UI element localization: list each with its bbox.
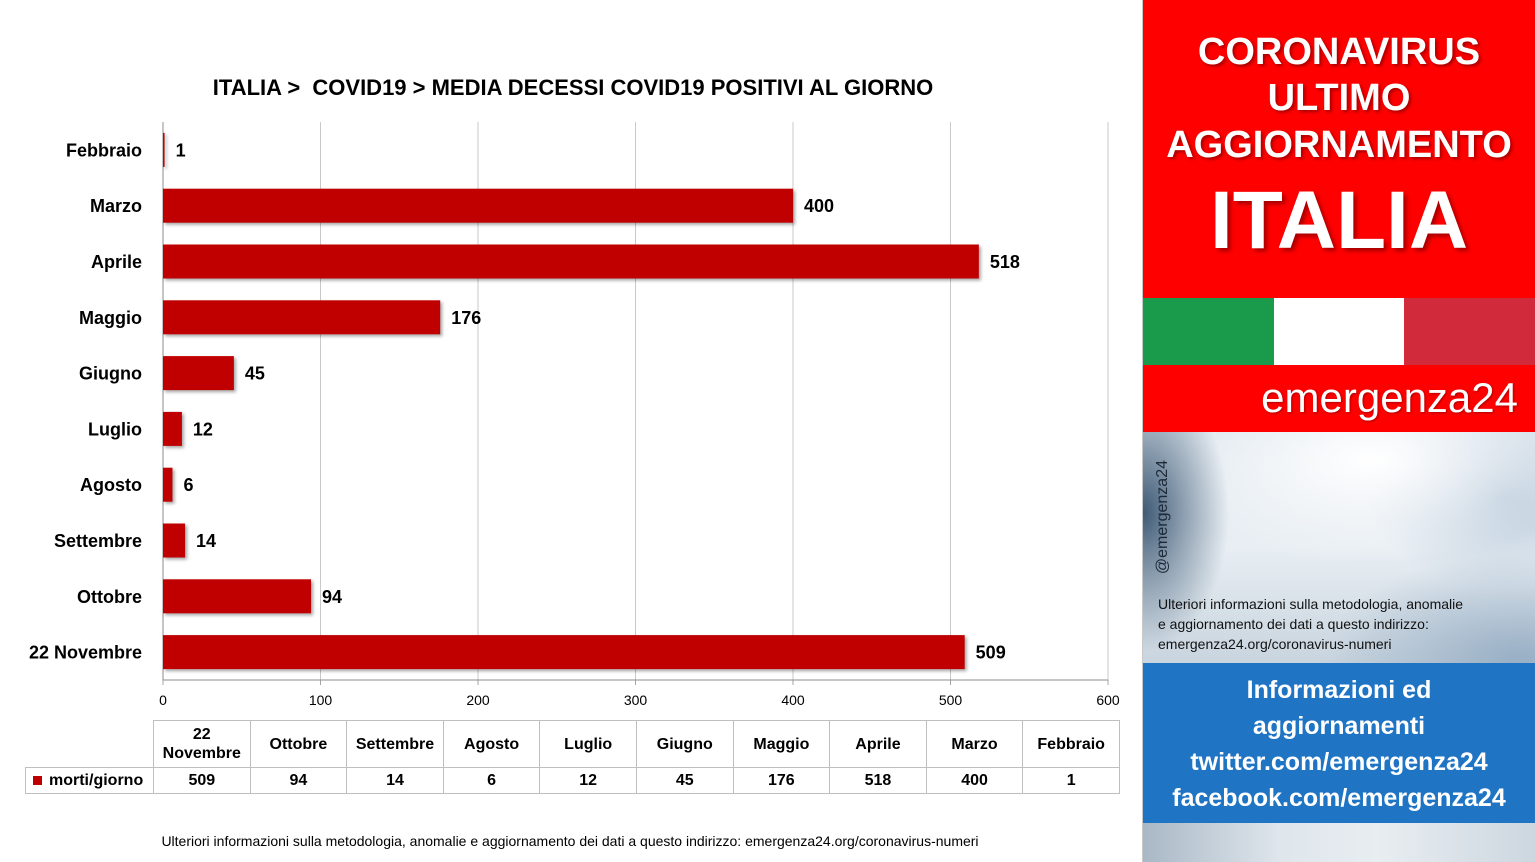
table-header-febbraio: Febbraio [1022,720,1120,768]
bar-aprile [163,244,979,279]
social-line-2: aggiornamenti [1252,712,1426,740]
headline-line-1: CORONAVIRUS [1197,31,1481,73]
bar-agosto [163,467,173,502]
plot-area: 0 100 200 300 400 500 600 22 Novembre 509 Ottobre… [29,122,1120,708]
x-tick-label-200: 200 [466,692,490,708]
legend-marker [33,776,42,785]
x-tick-label-600: 600 [1096,692,1120,708]
footer-note: Ulteriori informazioni sulla metodologia… [161,833,979,849]
table-header-maggio: Maggio [732,720,831,768]
chart-title: ITALIA > COVID19 > MEDIA DECESSI COVID19… [213,75,933,100]
bar-ottobre [163,579,312,614]
headline-line-2: ULTIMO [1267,77,1411,119]
table-header-ottobre: Ottobre [249,720,348,768]
table-value-marzo: 400 [925,767,1024,794]
italian-flag [1143,298,1535,365]
bar-maggio [163,300,441,335]
bar-giugno [163,356,234,391]
methodology-line-1: Ulteriori informazioni sulla metodologia… [1158,596,1464,612]
social-line-1: Informazioni ed [1246,676,1432,704]
table-value-luglio: 12 [539,767,637,794]
table-value-row: morti/giorno 509 94 14 6 12 45 176 518 400 1 [25,767,1120,794]
x-tick-label-500: 500 [939,692,963,708]
flag-stripe-white [1273,298,1405,365]
table-value-22-novembre: 509 [153,767,251,794]
legend-entry: morti/giorno [25,767,154,794]
data-label-giugno: 45 [245,364,265,384]
data-label-maggio: 176 [451,308,481,328]
country-title: ITALIA [1209,175,1469,266]
category-label-marzo: Marzo [90,196,142,216]
category-label-aprile: Aprile [91,252,142,272]
info-sidebar: CORONAVIRUS ULTIMO AGGIORNAMENTO ITALIA … [1143,0,1535,862]
bar-22-novembre [163,635,965,670]
methodology-line-2: e aggiornamento dei dati a questo indiri… [1158,616,1429,632]
table-value-aprile: 518 [829,767,927,794]
category-label-settembre: Settembre [54,531,142,551]
bar-luglio [163,411,182,446]
social-handle-vertical: @emergenza24 [1154,460,1171,575]
table-header-settembre: Settembre [346,720,444,768]
table-value-maggio: 176 [732,767,831,794]
bar-marzo [163,188,793,223]
brand-label: emergenza24 [1261,374,1518,421]
x-tick-label-0: 0 [159,692,167,708]
flag-stripe-red [1404,298,1535,365]
bottom-photo-strip [1143,823,1535,862]
table-value-settembre: 14 [346,767,444,794]
table-corner-cell [25,720,154,768]
x-tick-label-300: 300 [624,692,648,708]
table-header-22-novembre: 22 Novembre [153,720,251,768]
social-block: Informazioni ed aggiornamenti twitter.co… [1143,663,1535,823]
data-label-febbraio: 1 [176,140,186,160]
category-label-ottobre: Ottobre [77,587,142,607]
methodology-line-3: emergenza24.org/coronavirus-numeri [1158,636,1392,652]
data-label-agosto: 6 [183,475,193,495]
brand-block: emergenza24 [1143,365,1535,432]
table-value-ottobre: 94 [249,767,348,794]
data-label-marzo: 400 [804,196,834,216]
category-label-febbraio: Febbraio [66,140,142,160]
table-value-giugno: 45 [635,767,734,794]
table-header-giugno: Giugno [635,720,734,768]
table-header-aprile: Aprile [829,720,927,768]
legend-label: morti/giorno [49,772,144,789]
data-label-aprile: 518 [990,252,1020,272]
bar-settembre [163,523,186,558]
blurred-photo-panel: @emergenza24 Ulteriori informazioni sull… [1143,432,1535,663]
table-value-agosto: 6 [442,767,541,794]
table-header-marzo: Marzo [925,720,1024,768]
methodology-note: Ulteriori informazioni sulla metodologia… [1158,594,1463,654]
x-tick-label-100: 100 [309,692,333,708]
category-label-giugno: Giugno [79,364,142,384]
social-line-twitter: twitter.com/emergenza24 [1190,748,1488,776]
data-label-settembre: 14 [196,531,216,551]
data-label-ottobre: 94 [322,587,342,607]
chart-svg: ITALIA > COVID19 > MEDIA DECESSI COVID19… [29,75,1120,708]
data-label-luglio: 12 [193,419,213,439]
headline-block: CORONAVIRUS ULTIMO AGGIORNAMENTO ITALIA [1143,0,1535,298]
flag-stripe-green [1143,298,1274,365]
table-value-febbraio: 1 [1022,767,1120,794]
bar-febbraio [163,132,165,167]
social-text: Informazioni ed aggiornamenti twitter.co… [1143,672,1535,816]
x-tick-label-400: 400 [781,692,805,708]
table-header-agosto: Agosto [442,720,541,768]
data-label-22-novembre: 509 [976,643,1006,663]
table-header-row: 22 Novembre Ottobre Settembre Agosto Luglio G… [25,720,1120,768]
headline-line-3: AGGIORNAMENTO [1166,124,1512,166]
data-table: 22 Novembre Ottobre Settembre Agosto Luglio G… [25,720,1120,794]
social-line-facebook: facebook.com/emergenza24 [1172,784,1506,812]
category-label-22-novembre: 22 Novembre [29,643,142,663]
category-label-maggio: Maggio [79,308,142,328]
category-label-agosto: Agosto [80,475,142,495]
category-label-luglio: Luglio [88,419,142,439]
table-header-luglio: Luglio [539,720,637,768]
